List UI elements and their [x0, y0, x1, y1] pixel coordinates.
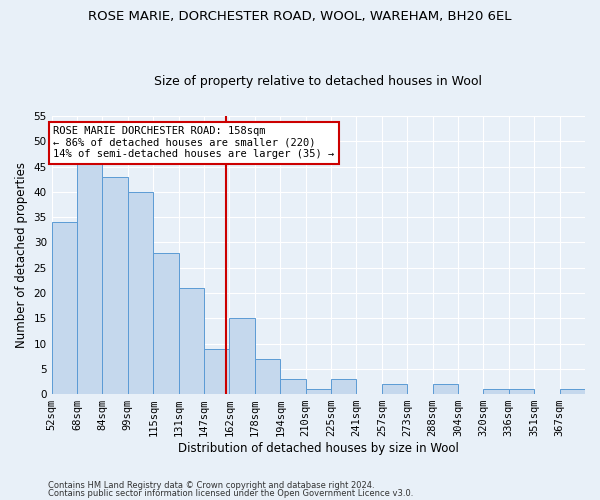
Bar — [305, 389, 331, 394]
Title: Size of property relative to detached houses in Wool: Size of property relative to detached ho… — [154, 76, 482, 88]
Bar — [103, 176, 128, 394]
Bar — [52, 222, 77, 394]
X-axis label: Distribution of detached houses by size in Wool: Distribution of detached houses by size … — [178, 442, 459, 455]
Bar — [77, 162, 103, 394]
Bar — [204, 348, 229, 394]
Text: Contains HM Land Registry data © Crown copyright and database right 2024.: Contains HM Land Registry data © Crown c… — [48, 481, 374, 490]
Bar — [255, 358, 280, 394]
Bar — [509, 389, 534, 394]
Bar — [128, 192, 153, 394]
Text: ROSE MARIE DORCHESTER ROAD: 158sqm
← 86% of detached houses are smaller (220)
14: ROSE MARIE DORCHESTER ROAD: 158sqm ← 86%… — [53, 126, 335, 160]
Text: ROSE MARIE, DORCHESTER ROAD, WOOL, WAREHAM, BH20 6EL: ROSE MARIE, DORCHESTER ROAD, WOOL, WAREH… — [88, 10, 512, 23]
Bar — [229, 318, 255, 394]
Text: Contains public sector information licensed under the Open Government Licence v3: Contains public sector information licen… — [48, 488, 413, 498]
Bar — [382, 384, 407, 394]
Bar — [179, 288, 204, 394]
Y-axis label: Number of detached properties: Number of detached properties — [15, 162, 28, 348]
Bar — [331, 379, 356, 394]
Bar — [433, 384, 458, 394]
Bar — [153, 252, 179, 394]
Bar — [484, 389, 509, 394]
Bar — [560, 389, 585, 394]
Bar — [280, 379, 305, 394]
